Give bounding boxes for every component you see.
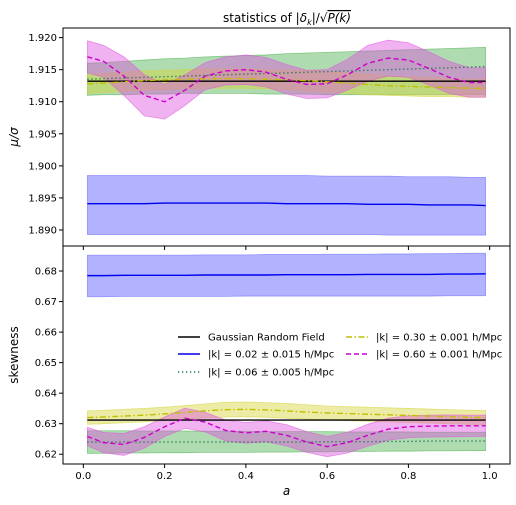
xtick-label: 0.4 xyxy=(238,471,254,482)
top-panel: 1.890 1.895 1.900 1.905 1.910 1.915 1.920 μ/σ xyxy=(7,27,511,250)
bottom-ytick-label: 0.64 xyxy=(35,389,57,400)
top-ytick-label: 1.910 xyxy=(28,97,57,108)
top-ytick-label: 1.900 xyxy=(28,161,57,172)
top-ytick-label: 1.890 xyxy=(28,225,57,236)
bottom-ytick-label: 0.65 xyxy=(35,358,57,369)
legend-label: |k| = 0.30 ± 0.001 h/Mpc xyxy=(376,333,502,344)
legend-label: |k| = 0.06 ± 0.005 h/Mpc xyxy=(208,368,334,379)
top-ytick-label: 1.915 xyxy=(28,65,57,76)
bottom-ytick-label: 0.67 xyxy=(35,297,57,308)
legend: Gaussian Random Field |k| = 0.02 ± 0.015 … xyxy=(178,333,502,379)
xtick-label: 0.0 xyxy=(75,471,91,482)
bottom-panel: 0.62 0.63 0.64 0.65 0.66 0.67 0.68 0.0 0.2 0.4 0.6… xyxy=(7,245,511,482)
bottom-ytick-label: 0.63 xyxy=(35,419,57,430)
xlabel: a xyxy=(283,484,290,498)
bottom-ytick-label: 0.62 xyxy=(35,450,57,461)
bottom-band-k006 xyxy=(86,430,487,454)
top-band-k060 xyxy=(86,39,487,120)
top-ylabel: μ/σ xyxy=(7,127,21,148)
bottom-ytick-label: 0.68 xyxy=(35,267,57,278)
bottom-line-k002 xyxy=(87,273,486,277)
bottom-line-k030 xyxy=(87,408,486,419)
top-band-k002 xyxy=(86,175,487,236)
bottom-axes-frame xyxy=(62,245,511,465)
legend-label: Gaussian Random Field xyxy=(208,333,325,344)
bottom-line-k060 xyxy=(87,417,486,448)
top-line-k030 xyxy=(87,77,486,89)
top-line-k002 xyxy=(87,202,486,207)
xtick-label: 0.2 xyxy=(157,471,173,482)
chart-title: statistics of |δk|/√P(k) xyxy=(223,11,351,27)
top-ytick-label: 1.905 xyxy=(28,129,57,140)
xtick-label: 1.0 xyxy=(482,471,498,482)
xtick-label: 0.6 xyxy=(319,471,335,482)
top-ytick-label: 1.920 xyxy=(28,33,57,44)
bottom-ytick-label: 0.66 xyxy=(35,328,57,339)
top-ytick-label: 1.895 xyxy=(28,193,57,204)
bottom-ylabel: skewness xyxy=(7,326,21,383)
xtick-label: 0.8 xyxy=(400,471,416,482)
legend-label: |k| = 0.60 ± 0.001 h/Mpc xyxy=(376,350,502,361)
legend-label: |k| = 0.02 ± 0.015 h/Mpc xyxy=(208,350,334,361)
